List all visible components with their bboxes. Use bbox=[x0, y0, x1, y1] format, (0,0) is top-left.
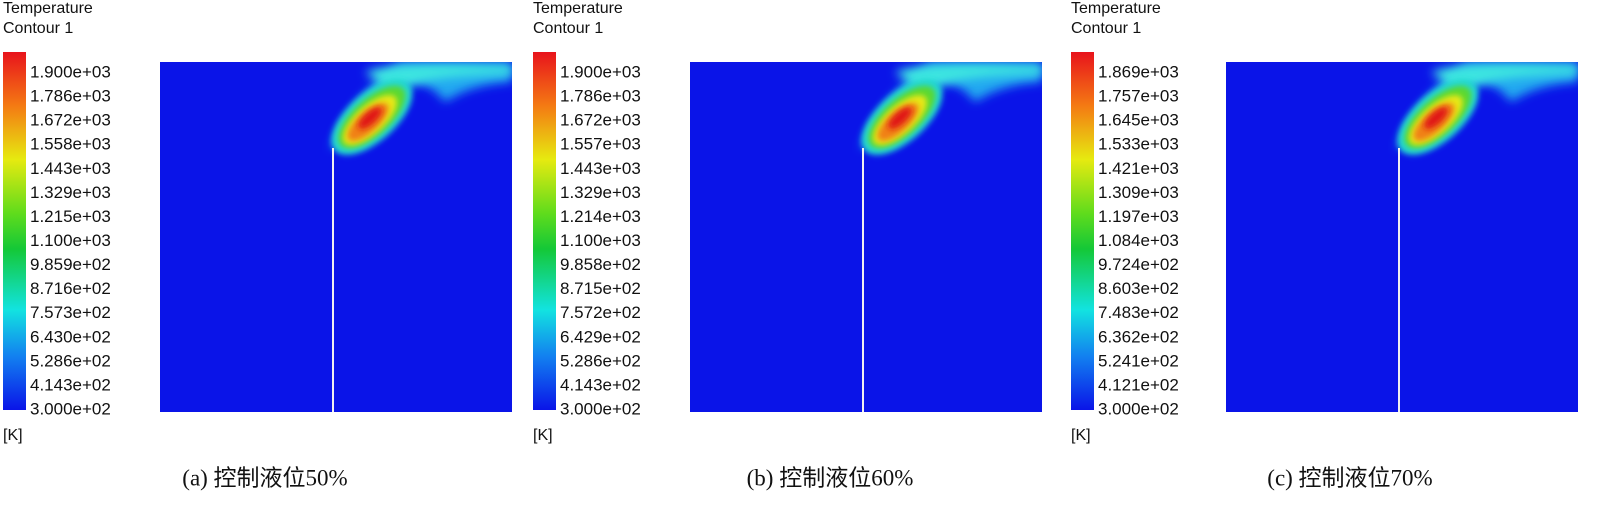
colorbar-label: 7.572e+02 bbox=[560, 303, 641, 322]
colorbar-label: 1.421e+03 bbox=[1098, 159, 1179, 178]
colorbar-label: 5.286e+02 bbox=[30, 351, 111, 370]
colorbar-label: 6.362e+02 bbox=[1098, 327, 1179, 346]
colorbar-label: 1.329e+03 bbox=[30, 183, 111, 202]
colorbar-label: 1.645e+03 bbox=[1098, 111, 1179, 130]
colorbar-label: 1.557e+03 bbox=[560, 135, 641, 154]
colorbar-label: 5.241e+02 bbox=[1098, 351, 1179, 370]
domain bbox=[690, 62, 1042, 412]
caption: (c) 控制液位70% bbox=[1267, 465, 1432, 490]
colorbar-label: 8.715e+02 bbox=[560, 279, 641, 298]
plot-area bbox=[690, 62, 1042, 412]
colorbar-label: 1.786e+03 bbox=[560, 87, 641, 106]
colorbar-label: 7.573e+02 bbox=[30, 303, 111, 322]
colorbar-label: 4.143e+02 bbox=[560, 375, 641, 394]
colorbar-label: 1.900e+03 bbox=[560, 62, 641, 81]
unit-label: [K] bbox=[533, 427, 553, 444]
colorbar-label: 1.197e+03 bbox=[1098, 207, 1179, 226]
colorbar-label: 9.724e+02 bbox=[1098, 255, 1179, 274]
colorbar-label: 3.000e+02 bbox=[1098, 399, 1179, 418]
colorbar-label: 9.858e+02 bbox=[560, 255, 641, 274]
caption: (a) 控制液位50% bbox=[182, 465, 347, 490]
plot-area bbox=[160, 62, 512, 412]
colorbar-label: 9.859e+02 bbox=[30, 255, 111, 274]
colorbar-label: 6.429e+02 bbox=[560, 327, 641, 346]
caption: (b) 控制液位60% bbox=[747, 465, 914, 490]
colorbar-label: 1.309e+03 bbox=[1098, 183, 1179, 202]
colorbar bbox=[1071, 52, 1094, 410]
colorbar-label: 1.443e+03 bbox=[30, 159, 111, 178]
colorbar bbox=[3, 52, 26, 410]
unit-label: [K] bbox=[3, 427, 23, 444]
colorbar-label: 6.430e+02 bbox=[30, 327, 111, 346]
colorbar-label: 5.286e+02 bbox=[560, 351, 641, 370]
legend-title: Temperature bbox=[3, 0, 93, 17]
panel: Temperature Contour 1 1.869e+03 1.757e+03 1.… bbox=[1071, 0, 1578, 490]
colorbar-label: 1.215e+03 bbox=[30, 207, 111, 226]
unit-label: [K] bbox=[1071, 427, 1091, 444]
panel: Temperature Contour 1 1.900e+03 1.786e+03 1.… bbox=[3, 0, 512, 490]
colorbar-label: 1.869e+03 bbox=[1098, 62, 1179, 81]
colorbar-label: 1.100e+03 bbox=[560, 231, 641, 250]
legend-title: Contour 1 bbox=[533, 20, 603, 37]
legend-title: Contour 1 bbox=[1071, 20, 1141, 37]
colorbar-label: 8.716e+02 bbox=[30, 279, 111, 298]
colorbar-label: 1.786e+03 bbox=[30, 87, 111, 106]
colorbar-label: 4.121e+02 bbox=[1098, 375, 1179, 394]
domain bbox=[1226, 62, 1578, 412]
colorbar-label: 1.084e+03 bbox=[1098, 231, 1179, 250]
colorbar-label: 1.443e+03 bbox=[560, 159, 641, 178]
colorbar-label: 1.672e+03 bbox=[560, 111, 641, 130]
colorbar-label: 1.533e+03 bbox=[1098, 135, 1179, 154]
colorbar-label: 1.558e+03 bbox=[30, 135, 111, 154]
legend-title: Contour 1 bbox=[3, 20, 73, 37]
colorbar-label: 8.603e+02 bbox=[1098, 279, 1179, 298]
legend-title: Temperature bbox=[1071, 0, 1161, 17]
colorbar-label: 1.214e+03 bbox=[560, 207, 641, 226]
colorbar-label: 1.757e+03 bbox=[1098, 87, 1179, 106]
colorbar-label: 7.483e+02 bbox=[1098, 303, 1179, 322]
colorbar-label: 1.900e+03 bbox=[30, 62, 111, 81]
colorbar-label: 1.672e+03 bbox=[30, 111, 111, 130]
panel: Temperature Contour 1 1.900e+03 1.786e+03 1.… bbox=[533, 0, 1042, 490]
domain bbox=[160, 62, 512, 412]
contour-plot bbox=[1226, 62, 1578, 412]
contour-plot bbox=[690, 62, 1042, 412]
colorbar-label: 1.329e+03 bbox=[560, 183, 641, 202]
colorbar-label: 3.000e+02 bbox=[560, 399, 641, 418]
colorbar-label: 3.000e+02 bbox=[30, 399, 111, 418]
contour-plot bbox=[160, 62, 512, 412]
colorbar bbox=[533, 52, 556, 410]
colorbar-label: 1.100e+03 bbox=[30, 231, 111, 250]
colorbar-label: 4.143e+02 bbox=[30, 375, 111, 394]
legend-title: Temperature bbox=[533, 0, 623, 17]
plot-area bbox=[1226, 62, 1578, 412]
